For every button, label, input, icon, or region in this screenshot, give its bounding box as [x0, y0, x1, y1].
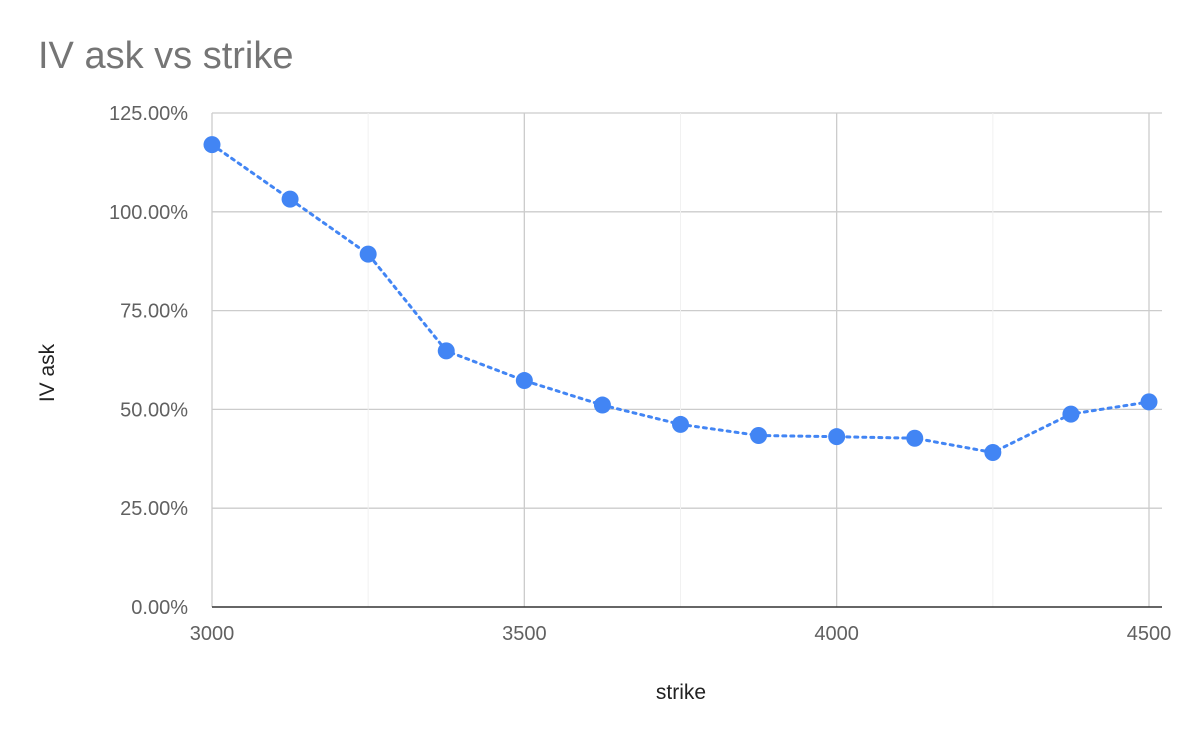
- y-tick-label: 25.00%: [120, 498, 188, 520]
- data-point: [203, 136, 221, 154]
- data-point: [281, 190, 299, 208]
- y-tick-label: 75.00%: [120, 301, 188, 323]
- x-tick-label: 3500: [502, 623, 547, 645]
- x-tick-label: 4000: [814, 623, 859, 645]
- data-point: [437, 342, 455, 360]
- x-tick-label: 4500: [1127, 623, 1172, 645]
- y-tick-label: 100.00%: [109, 202, 188, 224]
- data-point: [906, 429, 924, 447]
- data-point: [359, 245, 377, 263]
- data-point: [828, 428, 846, 446]
- chart-title: IV ask vs strike: [38, 35, 294, 77]
- x-axis-title: strike: [656, 681, 706, 704]
- data-point: [750, 426, 768, 444]
- data-point: [984, 443, 1002, 461]
- labels: IV ask vs strike strike IV ask 0.00% 25.0…: [36, 35, 1171, 704]
- y-tick-label: 125.00%: [109, 103, 188, 125]
- series: [203, 136, 1158, 461]
- y-axis-title: IV ask: [36, 343, 59, 402]
- gridlines: [211, 112, 1162, 607]
- data-point: [515, 372, 533, 390]
- data-point: [593, 396, 611, 414]
- y-tick-label: 0.00%: [131, 597, 188, 619]
- x-tick-label: 3000: [190, 623, 235, 645]
- data-point: [672, 415, 689, 433]
- y-tick-label: 50.00%: [120, 399, 188, 421]
- data-point: [1062, 405, 1080, 423]
- data-point: [1140, 393, 1158, 411]
